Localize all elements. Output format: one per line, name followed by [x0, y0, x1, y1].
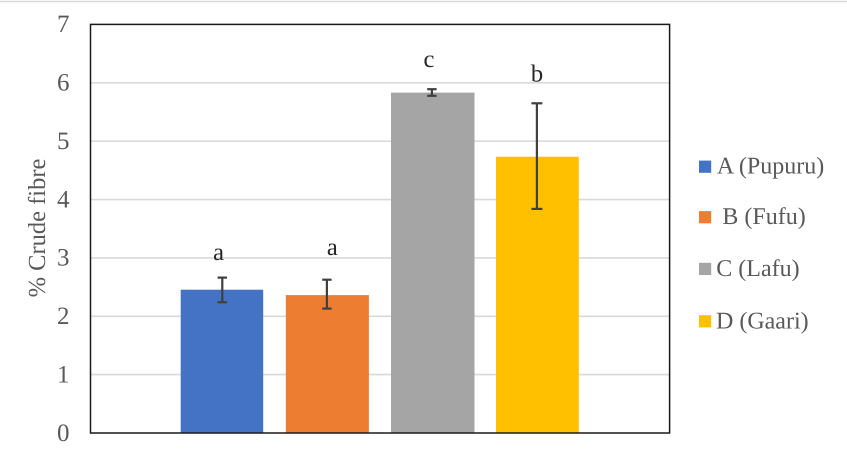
svg-text:B (Fufu): B (Fufu)	[722, 204, 805, 230]
svg-text:a: a	[327, 234, 338, 261]
svg-text:4: 4	[57, 186, 70, 213]
svg-text:0: 0	[57, 420, 70, 447]
svg-text:b: b	[531, 60, 543, 87]
svg-text:% Crude fibre: % Crude fibre	[24, 158, 51, 297]
svg-text:2: 2	[57, 303, 70, 330]
svg-text:C (Lafu): C (Lafu)	[716, 256, 799, 282]
svg-text:6: 6	[57, 70, 70, 97]
svg-text:c: c	[423, 46, 434, 73]
svg-text:7: 7	[57, 11, 70, 38]
svg-text:3: 3	[57, 245, 70, 272]
svg-text:1: 1	[57, 361, 70, 388]
svg-text:5: 5	[57, 128, 70, 155]
svg-text:A (Pupuru): A (Pupuru)	[717, 154, 824, 180]
svg-text:a: a	[213, 239, 224, 266]
svg-text:D (Gaari): D (Gaari)	[716, 308, 809, 334]
